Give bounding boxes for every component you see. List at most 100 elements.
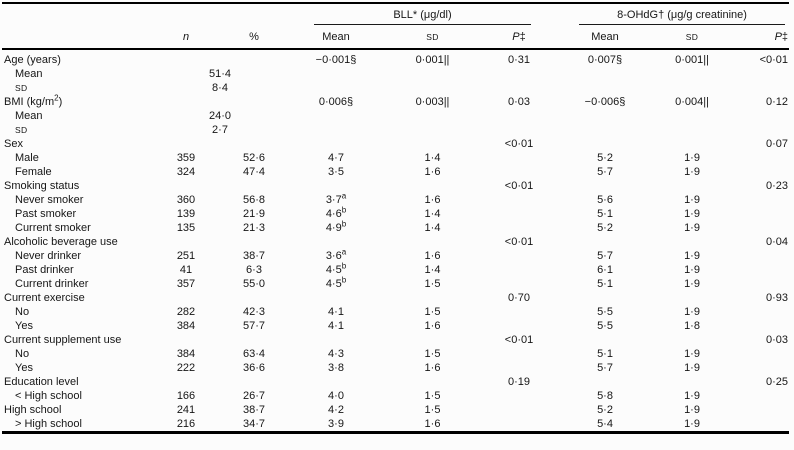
cell-n: 139 xyxy=(176,208,196,220)
table-header: BLL* (μg/dl) 8-OHdG† (μg/g creatinine) n… xyxy=(2,3,790,50)
cell-bll-sd: 0·001|| xyxy=(415,54,450,66)
cell-ohdg-p xyxy=(731,109,789,123)
table-row: Mean 24·0 xyxy=(2,109,789,123)
cell-percent: 56·8 xyxy=(242,194,266,206)
row-label: BMI (kg/m2) xyxy=(4,93,63,108)
cell-percent: 38·7 xyxy=(242,250,266,262)
row-label: Current exercise xyxy=(4,292,85,304)
cell-bll-sd: 1·6 xyxy=(424,166,441,178)
cell-bll-mean xyxy=(288,109,384,123)
cell-ohdg-mean xyxy=(557,375,653,389)
row-label: Female xyxy=(15,166,52,178)
cell-ohdg-sd: 1·9 xyxy=(684,152,700,164)
table-row: High school 241 38·7 4·2 1·5 5·2 1·9 xyxy=(2,403,789,417)
cell-ohdg-p xyxy=(731,193,789,207)
column-header-row: n % Mean SD P‡ Mean SD P‡ xyxy=(2,25,790,50)
cell-bll-sd: 0·003|| xyxy=(415,96,450,108)
cell-ohdg-sd: 1·9 xyxy=(684,278,700,290)
table-row: Age (years) −0·001§ 0·001|| 0·31 0·007§ 0·001… xyxy=(2,49,789,67)
cell-bll-p xyxy=(481,165,557,179)
cell-bll-sd: 1·6 xyxy=(424,362,441,374)
column-header-bll-p: P‡ xyxy=(481,25,558,50)
cell-ohdg-mean: 5·7 xyxy=(597,166,613,178)
cell-ohdg-sd: 1·9 xyxy=(684,404,700,416)
cell-bll-p: <0·01 xyxy=(504,236,534,248)
table-body: Age (years) −0·001§ 0·001|| 0·31 0·007§ 0·001… xyxy=(2,49,789,433)
cell-percent xyxy=(220,95,288,109)
cell-ohdg-sd xyxy=(653,67,731,81)
cell-bll-mean: 3·9 xyxy=(328,418,344,430)
cell-ohdg-p xyxy=(731,347,789,361)
row-label: Past smoker xyxy=(15,208,77,220)
cell-percent: 38·7 xyxy=(242,404,266,416)
cell-n: 324 xyxy=(176,166,196,178)
cell-ohdg-p xyxy=(731,165,789,179)
cell-ohdg-p xyxy=(731,403,789,417)
cell-bll-sd: 1·6 xyxy=(424,320,441,332)
cell-percent: 26·7 xyxy=(242,390,266,402)
cell-ohdg-p: 0·07 xyxy=(766,138,789,150)
row-label: No xyxy=(15,306,30,318)
row-label: Smoking status xyxy=(4,180,80,192)
cell-n: 166 xyxy=(176,390,196,402)
cell-ohdg-mean: 5·4 xyxy=(597,418,613,430)
cell-bll-p xyxy=(481,403,557,417)
cell-bll-p xyxy=(481,347,557,361)
cell-bll-sd: 1·5 xyxy=(424,404,441,416)
cell-ohdg-p: 0·04 xyxy=(766,236,789,248)
cell-ohdg-sd xyxy=(653,137,731,151)
cell-bll-mean xyxy=(288,291,384,305)
cell-ohdg-mean: 5·8 xyxy=(597,390,613,402)
row-label: No xyxy=(15,348,30,360)
column-header-bll-mean: Mean xyxy=(288,25,384,50)
table-row: Never smoker 360 56·8 3·7a 1·6 5·6 1·9 xyxy=(2,192,789,207)
cell-ohdg-p xyxy=(731,319,789,333)
cell-bll-sd xyxy=(384,137,481,151)
cell-bll-mean xyxy=(288,67,384,81)
cell-percent xyxy=(220,291,288,305)
cell-n: 360 xyxy=(176,194,196,206)
cell-bll-p: <0·01 xyxy=(504,334,534,346)
cell-ohdg-mean xyxy=(557,137,653,151)
cell-bll-sd xyxy=(384,291,481,305)
group-header-spacer xyxy=(2,3,152,25)
cell-bll-mean: 4·7 xyxy=(328,152,344,164)
cell-bll-sd xyxy=(384,375,481,389)
cell-ohdg-mean: 5·7 xyxy=(597,362,613,374)
cell-bll-mean: 4·0 xyxy=(328,390,344,402)
column-header-bll-sd: SD xyxy=(384,25,481,50)
row-label: Current drinker xyxy=(15,278,89,290)
cell-ohdg-sd: 0·001|| xyxy=(675,54,709,66)
cell-percent: 36·6 xyxy=(242,362,266,374)
cell-ohdg-mean: 0·007§ xyxy=(587,54,623,66)
row-label: SD xyxy=(15,83,28,93)
cell-ohdg-mean xyxy=(557,179,653,193)
row-label: < High school xyxy=(15,390,82,402)
row-label: Alcoholic beverage use xyxy=(4,236,118,248)
cell-bll-sd: 1·4 xyxy=(424,208,441,220)
cell-bll-mean: −0·001§ xyxy=(315,54,357,66)
table-row: No 384 63·4 4·3 1·5 5·1 1·9 xyxy=(2,347,789,361)
cell-n xyxy=(152,49,220,67)
cell-ohdg-sd: 1·9 xyxy=(684,194,700,206)
cell-bll-sd: 1·4 xyxy=(424,264,441,276)
row-label: Current smoker xyxy=(15,222,91,234)
cell-bll-mean xyxy=(288,137,384,151)
cell-ohdg-sd: 1·9 xyxy=(684,264,700,276)
cell-ohdg-p xyxy=(731,221,789,235)
cell-n: 357 xyxy=(176,278,196,290)
group-header-spacer xyxy=(152,3,288,25)
row-label: Education level xyxy=(4,376,79,388)
cell-bll-p: 0·19 xyxy=(507,376,531,388)
cell-bll-mean xyxy=(288,123,384,137)
cell-percent xyxy=(220,375,288,389)
cell-ohdg-mean: 5·2 xyxy=(597,222,613,234)
cell-bll-p xyxy=(481,81,557,95)
cell-ohdg-mean: 5·2 xyxy=(597,152,613,164)
cell-bll-p xyxy=(481,67,557,81)
cell-ohdg-sd xyxy=(653,333,731,347)
cell-bll-mean: 4·2 xyxy=(328,404,344,416)
cell-percent xyxy=(220,179,288,193)
cell-ohdg-p xyxy=(731,263,789,277)
row-label: Yes xyxy=(15,362,33,374)
